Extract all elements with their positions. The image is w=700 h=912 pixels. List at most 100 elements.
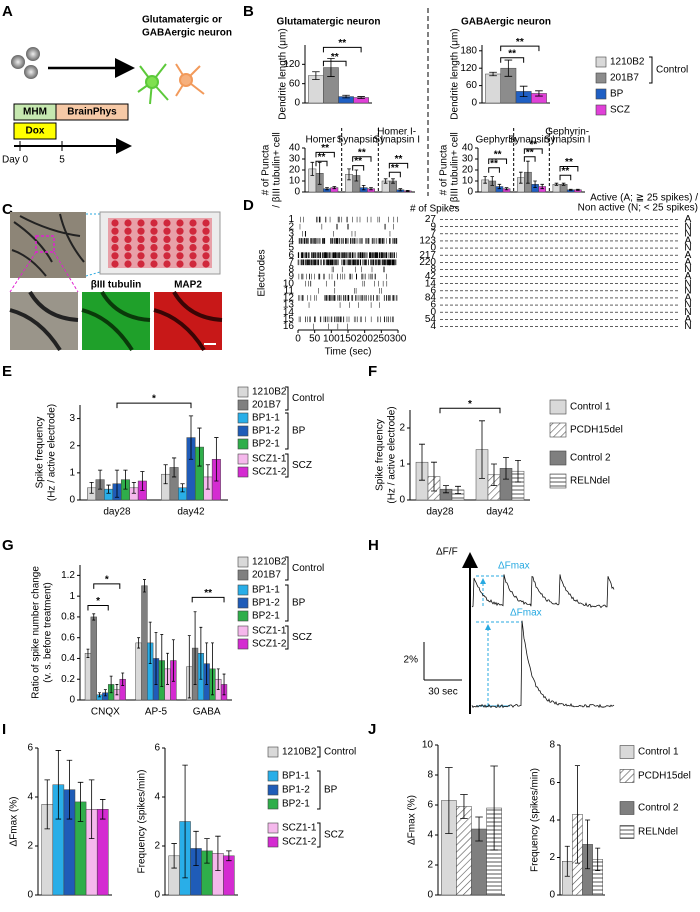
error-bar (391, 178, 395, 184)
well (202, 260, 210, 268)
significance-bracket (488, 158, 508, 164)
trace-axis-label: ΔF/F (436, 547, 458, 558)
y-tick-label: 0 (471, 98, 477, 109)
category-label: Gephyrin- (545, 127, 589, 138)
electrode-label: 11 (284, 285, 295, 296)
calcium-trace (471, 574, 615, 609)
error-bar (226, 850, 232, 862)
spike-count: 6 (430, 285, 436, 296)
error-bar (187, 635, 191, 699)
y-axis-label: / βIII tubulin+ cell (450, 132, 461, 208)
significance-bracket (116, 402, 192, 409)
plate-wells (108, 218, 212, 268)
error-bar (204, 838, 210, 864)
error-bar (171, 457, 177, 478)
legend-label: RELNdel (638, 827, 678, 838)
panel-label: J (368, 721, 376, 738)
y-tick-label: 120 (283, 59, 300, 70)
legend-label: BP2-1 (282, 799, 310, 810)
legend-label: RELNdel (570, 476, 610, 487)
legend-label: 201B7 (252, 400, 281, 411)
significance-label: ** (526, 147, 534, 158)
mea-photo (10, 212, 86, 278)
well (124, 260, 132, 268)
error-bar (131, 481, 137, 494)
electrode-label: 10 (283, 278, 295, 289)
legend-group: SCZ (292, 460, 312, 471)
error-bar (383, 178, 388, 184)
legend-label: SCZ (610, 105, 630, 116)
day-label: Day 0 (2, 155, 29, 166)
significance-bracket (559, 165, 579, 172)
legend-swatch (549, 450, 567, 466)
legend-swatch (549, 422, 567, 438)
activity-status: A (685, 293, 692, 304)
error-bar (205, 642, 209, 685)
electrode-label: 7 (288, 257, 294, 268)
legend-bracket (317, 822, 321, 848)
error-bar (215, 835, 221, 871)
y-tick-label: 0.6 (61, 632, 75, 643)
spike-count: 84 (425, 293, 437, 304)
well (137, 244, 145, 252)
error-bar (114, 469, 120, 498)
error-bar (369, 187, 373, 191)
y-tick-label: 10 (289, 176, 301, 187)
well (150, 252, 158, 260)
significance-bracket (523, 148, 543, 154)
well (176, 244, 184, 252)
legend-swatch (237, 386, 249, 398)
target-label: Glutamatergic or (142, 15, 222, 26)
legend-label: SCZ1-1 (252, 626, 287, 637)
legend-label: BP1-1 (282, 771, 310, 782)
spike-count: 14 (425, 278, 437, 289)
error-bar (504, 59, 513, 77)
count-header: # of Spikes (410, 204, 459, 215)
error-bar (574, 765, 580, 864)
well (137, 252, 145, 260)
legend-label: SCZ1-1 (252, 454, 287, 465)
legend-label: SCZ1-1 (282, 823, 317, 834)
legend-swatch (237, 625, 249, 637)
legend-label: Control 1 (638, 747, 679, 758)
legend-bracket (285, 556, 289, 581)
well (189, 252, 197, 260)
legend-label: 201B7 (252, 570, 281, 581)
well (111, 235, 119, 243)
error-bar (475, 816, 483, 842)
chart-title: Glutamatergic neuron (277, 17, 381, 28)
error-bar (398, 188, 403, 192)
legend-group: Control (292, 563, 324, 574)
well (124, 235, 132, 243)
error-bar (503, 457, 509, 480)
error-bar (66, 759, 73, 820)
significance-bracket (93, 583, 121, 589)
activity-status: A (685, 250, 692, 261)
error-bar (361, 185, 366, 191)
significance-label: * (152, 394, 156, 405)
error-bar (533, 180, 537, 188)
legend-swatch (619, 745, 635, 759)
x-tick-label: 50 (309, 334, 321, 345)
significance-label: ** (204, 588, 212, 599)
spike-count: 0 (430, 307, 436, 318)
category-label: CNQX (91, 707, 120, 718)
error-bar (317, 161, 322, 185)
spike-count: 217 (419, 250, 436, 261)
error-bar (103, 689, 107, 697)
electrode-label: 15 (283, 314, 295, 325)
spike-count: 27 (425, 214, 437, 225)
panel-label: B (243, 3, 254, 20)
y-tick-label: 60 (289, 78, 301, 89)
well (124, 227, 132, 235)
well (176, 219, 184, 227)
drug-box (13, 122, 57, 140)
error-bar (312, 71, 320, 80)
activity-status: A (685, 236, 692, 247)
electrode-traces (9, 290, 79, 352)
legend-bracket (649, 56, 653, 84)
y-tick-label: 0 (154, 890, 160, 901)
electrode-label: 6 (288, 250, 294, 261)
significance-bracket (523, 156, 536, 162)
significance-label: ** (490, 158, 498, 169)
